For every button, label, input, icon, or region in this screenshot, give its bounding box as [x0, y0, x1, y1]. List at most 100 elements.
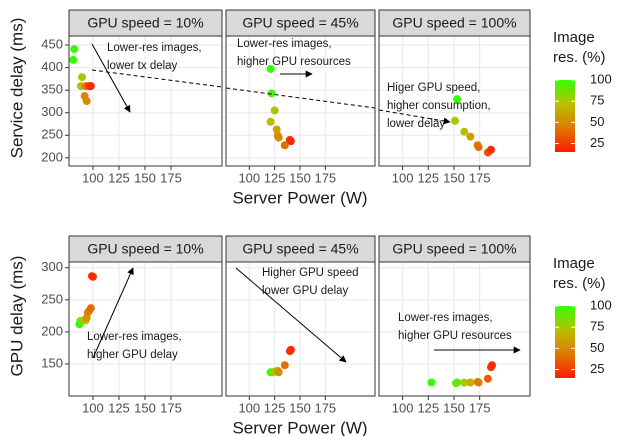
x-tick-label: 125 [417, 400, 439, 415]
annotation: Higer GPU speed, [387, 82, 480, 94]
x-tick-label: 175 [469, 170, 491, 185]
panel-border [225, 261, 376, 397]
y-tick-label: 200 [41, 323, 63, 338]
colorbar-label: 50 [590, 114, 604, 129]
x-tick-label: 150 [443, 400, 465, 415]
point [70, 45, 79, 54]
point [460, 378, 469, 387]
x-tick-label: 100 [82, 400, 104, 415]
strip [378, 9, 531, 37]
x-tick-label: 150 [289, 400, 311, 415]
strip [68, 9, 223, 37]
point [78, 73, 87, 82]
panel-border [68, 261, 223, 397]
point [86, 82, 95, 91]
y-tick-label: 250 [41, 127, 63, 142]
point [486, 145, 495, 154]
x-tick-label: 125 [264, 400, 286, 415]
point [453, 378, 462, 387]
x-tick-label: 100 [238, 170, 260, 185]
x-tick-label: 100 [392, 170, 414, 185]
panel-border [378, 261, 531, 397]
legend-title: Image [553, 29, 595, 46]
point [451, 116, 460, 125]
colorbar-label: 100 [590, 297, 612, 312]
point [460, 127, 469, 136]
strip [378, 235, 531, 263]
point [487, 361, 496, 370]
colorbar-label: 75 [590, 319, 604, 334]
strip-title: GPU speed = 45% [242, 241, 358, 257]
point [267, 89, 276, 98]
x-tick-label: 175 [314, 170, 336, 185]
annotation: higher GPU resources [237, 56, 351, 68]
x-tick-label: 150 [134, 400, 156, 415]
strip-title: GPU speed = 100% [392, 241, 516, 257]
y-tick-label: 350 [41, 82, 63, 97]
point [474, 378, 483, 387]
x-tick-label: 100 [238, 400, 260, 415]
y-tick-label: 150 [41, 355, 63, 370]
y-tick-label: 400 [41, 59, 63, 74]
annotation: Lower-res images, [237, 38, 332, 50]
annotation-arrow [91, 69, 223, 88]
annotation-arrow [378, 109, 451, 125]
point [280, 141, 289, 150]
x-tick-label: 175 [160, 170, 182, 185]
colorbar [555, 80, 575, 152]
x-tick-label: 175 [160, 400, 182, 415]
point [474, 143, 483, 152]
annotation-arrow [91, 43, 131, 113]
point [69, 55, 78, 64]
colorbar-label: 50 [590, 340, 604, 355]
y-tick-label: 200 [41, 149, 63, 164]
x-tick-label: 175 [469, 400, 491, 415]
x-axis-title: Server Power (W) [232, 418, 367, 436]
point [86, 304, 95, 313]
x-tick-label: 125 [264, 170, 286, 185]
x-tick-label: 100 [82, 170, 104, 185]
point [82, 97, 91, 105]
y-axis-title: GPU delay (ms) [7, 256, 26, 377]
point [466, 132, 475, 141]
annotation: higher GPU resources [398, 330, 512, 342]
annotation: Higher GPU speed [262, 267, 359, 279]
strip [68, 235, 223, 263]
annotation: lower tx delay [107, 60, 178, 72]
x-tick-label: 125 [417, 170, 439, 185]
annotation: Lower-res images, [398, 312, 493, 324]
point [483, 374, 492, 383]
legend-title: res. (%) [553, 275, 606, 292]
y-axis-title: Service delay (ms) [7, 18, 26, 159]
point [88, 272, 97, 281]
colorbar-label: 25 [590, 135, 604, 150]
annotation-arrow [92, 267, 134, 359]
strip-title: GPU speed = 10% [87, 241, 203, 257]
colorbar-label: 100 [590, 71, 612, 86]
panel-border [68, 35, 223, 167]
strip-title: GPU speed = 100% [392, 15, 516, 31]
y-tick-label: 450 [41, 36, 63, 51]
x-tick-label: 175 [314, 400, 336, 415]
point [286, 345, 295, 354]
strip-title: GPU speed = 10% [87, 15, 203, 31]
y-tick-label: 250 [41, 291, 63, 306]
annotation-arrow [235, 267, 347, 363]
point [266, 117, 275, 126]
point [274, 368, 283, 377]
x-tick-label: 150 [134, 170, 156, 185]
strip-title: GPU speed = 45% [242, 15, 358, 31]
colorbar-label: 25 [590, 361, 604, 376]
y-tick-label: 300 [41, 259, 63, 274]
annotation: lower GPU delay [262, 285, 349, 297]
point [286, 137, 295, 146]
x-tick-label: 150 [289, 170, 311, 185]
panel-border [378, 35, 531, 167]
point [266, 64, 275, 73]
annotation: Lower-res images, [107, 42, 202, 54]
point [427, 378, 436, 387]
point [466, 378, 475, 387]
point [453, 95, 462, 104]
colorbar-label: 75 [590, 93, 604, 108]
